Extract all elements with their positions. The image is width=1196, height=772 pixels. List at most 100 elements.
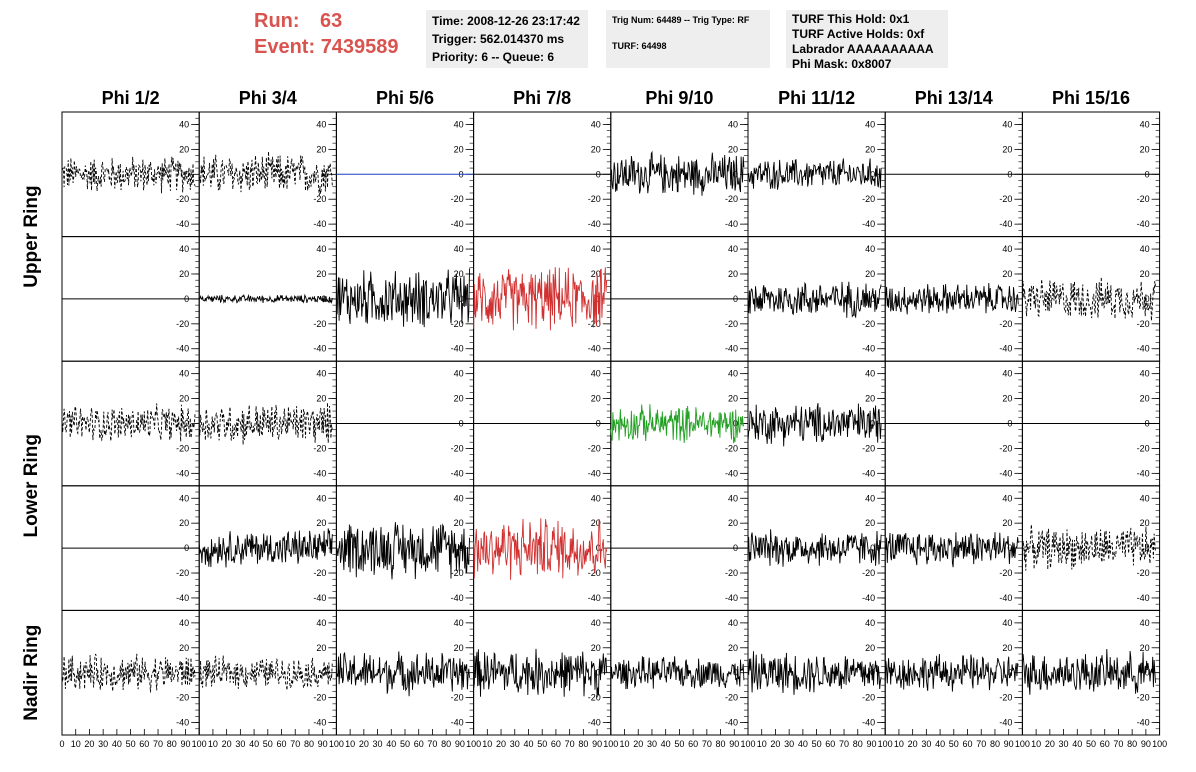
x-tick-label: 80 [1127, 739, 1137, 749]
x-tick-label: 30 [921, 739, 931, 749]
y-tick-label: 0 [870, 169, 875, 179]
x-tick-label: 50 [949, 739, 959, 749]
panel-frame [473, 485, 612, 611]
run-event-box: Run: 63 Event: 7439589 [254, 8, 419, 64]
row-title: Nadir Ring [21, 625, 42, 721]
y-tick-label: 40 [728, 119, 738, 129]
y-tick-label: 20 [865, 518, 875, 528]
y-tick-label: -40 [313, 219, 326, 229]
x-tick-label: 60 [139, 739, 149, 749]
waveform-trace [610, 656, 745, 690]
waveform-trace [61, 156, 196, 194]
x-tick-label: 100 [740, 739, 755, 749]
y-tick-label: 20 [728, 269, 738, 279]
column-title: Phi 1/2 [102, 88, 160, 108]
x-tick-label: 70 [976, 739, 986, 749]
y-tick-label: 40 [865, 493, 875, 503]
y-tick-label: -40 [1137, 219, 1150, 229]
y-tick-label: -40 [725, 219, 738, 229]
x-tick-label: 20 [222, 739, 232, 749]
y-tick-label: -40 [725, 468, 738, 478]
y-tick-label: 40 [591, 493, 601, 503]
row-title: Upper Ring [21, 185, 42, 287]
y-tick-label: -20 [588, 194, 601, 204]
y-tick-label: -20 [862, 194, 875, 204]
y-tick-label: 40 [591, 618, 601, 628]
timing-info-box: Time: 2008-12-26 23:17:42 Trigger: 562.0… [426, 10, 588, 68]
x-tick-label: 70 [565, 739, 575, 749]
time-text: Time: 2008-12-26 23:17:42 [432, 14, 580, 28]
y-tick-label: -20 [862, 443, 875, 453]
x-tick-label: 30 [510, 739, 520, 749]
x-tick-label: 20 [633, 739, 643, 749]
x-tick-label: 100 [192, 739, 207, 749]
y-tick-label: 20 [728, 394, 738, 404]
waveform-trace [1021, 524, 1156, 571]
y-tick-label: 20 [454, 394, 464, 404]
y-tick-label: -40 [862, 468, 875, 478]
y-tick-label: -20 [1137, 693, 1150, 703]
y-tick-label: 40 [1002, 493, 1012, 503]
y-tick-label: 40 [728, 493, 738, 503]
y-tick-label: 40 [316, 493, 326, 503]
x-tick-label: 50 [537, 739, 547, 749]
y-tick-label: -40 [176, 593, 189, 603]
y-tick-label: -20 [451, 319, 464, 329]
x-tick-label: 10 [757, 739, 767, 749]
y-tick-label: -20 [725, 443, 738, 453]
y-tick-label: 40 [1140, 369, 1150, 379]
y-tick-label: 40 [591, 244, 601, 254]
y-tick-label: -40 [1137, 468, 1150, 478]
panel-frame [747, 111, 886, 238]
y-tick-label: 40 [454, 369, 464, 379]
y-tick-label: 40 [179, 119, 189, 129]
x-tick-label: 80 [990, 739, 1000, 749]
column-title: Phi 3/4 [239, 88, 297, 108]
y-tick-label: -20 [313, 693, 326, 703]
waveform-trace [884, 282, 1019, 315]
y-tick-label: -40 [313, 468, 326, 478]
x-tick-label: 10 [620, 739, 630, 749]
y-tick-label: 20 [454, 269, 464, 279]
y-tick-label: -20 [999, 319, 1012, 329]
y-tick-label: 0 [184, 169, 189, 179]
x-tick-label: 50 [400, 739, 410, 749]
y-tick-label: 40 [591, 369, 601, 379]
y-tick-label: 40 [316, 618, 326, 628]
x-tick-label: 60 [963, 739, 973, 749]
waveform-trace [198, 151, 333, 196]
y-tick-label: -40 [725, 344, 738, 354]
y-tick-label: -20 [725, 693, 738, 703]
x-tick-label: 90 [729, 739, 739, 749]
y-tick-label: 40 [454, 244, 464, 254]
y-tick-label: -40 [588, 344, 601, 354]
y-tick-label: 0 [1145, 668, 1150, 678]
y-tick-label: -20 [313, 319, 326, 329]
waveform-trace [198, 528, 333, 568]
y-tick-label: -20 [451, 568, 464, 578]
x-tick-label: 30 [235, 739, 245, 749]
x-tick-label: 60 [414, 739, 424, 749]
x-tick-label: 0 [59, 739, 64, 749]
x-tick-label: 40 [249, 739, 259, 749]
event-value: 7439589 [320, 36, 399, 58]
waveform-trace [61, 403, 196, 442]
y-tick-label: -20 [999, 693, 1012, 703]
x-tick-label: 10 [71, 739, 81, 749]
y-tick-label: 40 [865, 244, 875, 254]
y-tick-label: 40 [1002, 369, 1012, 379]
y-tick-label: 20 [1140, 144, 1150, 154]
turf-text: TURF: 64498 [612, 41, 667, 51]
waveform-trace [747, 651, 882, 695]
y-tick-label: -40 [313, 344, 326, 354]
waveform-trace [61, 653, 196, 693]
y-tick-label: 40 [179, 244, 189, 254]
y-tick-label: -40 [588, 468, 601, 478]
y-tick-label: 20 [1140, 643, 1150, 653]
y-tick-label: 40 [1140, 119, 1150, 129]
run-label: Run: [254, 10, 300, 32]
event-label: Event: [254, 36, 316, 58]
y-tick-label: -20 [725, 568, 738, 578]
y-tick-label: 20 [1140, 394, 1150, 404]
